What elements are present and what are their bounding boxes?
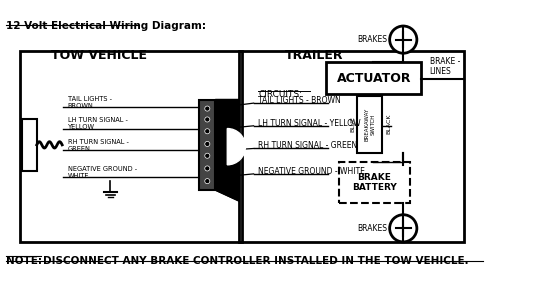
Text: BLUE: BLUE	[351, 116, 356, 132]
Circle shape	[205, 106, 210, 111]
Circle shape	[205, 117, 210, 122]
Text: BRAKES: BRAKES	[357, 224, 387, 233]
Text: TOW VEHICLE: TOW VEHICLE	[51, 49, 147, 62]
Text: LH TURN SIGNAL - YELLOW: LH TURN SIGNAL - YELLOW	[258, 119, 361, 128]
Bar	[199, 100, 215, 190]
Circle shape	[205, 153, 210, 158]
Text: TRAILER: TRAILER	[285, 49, 344, 62]
Text: 12 Volt Electrical Wiring Diagram:: 12 Volt Electrical Wiring Diagram:	[6, 22, 206, 32]
Bar	[239, 51, 464, 242]
Text: DISCONNECT ANY BRAKE CONTROLLER INSTALLED IN THE TOW VEHICLE.: DISCONNECT ANY BRAKE CONTROLLER INSTALLE…	[43, 255, 469, 265]
Circle shape	[205, 129, 210, 134]
Circle shape	[205, 141, 210, 146]
Wedge shape	[227, 129, 245, 165]
Circle shape	[390, 215, 417, 242]
Polygon shape	[215, 100, 239, 201]
Text: BRAKES: BRAKES	[357, 35, 387, 44]
Text: CIRCUITS:: CIRCUITS:	[258, 90, 302, 99]
Bar	[19, 51, 242, 242]
Text: BRAKE
BATTERY: BRAKE BATTERY	[352, 173, 397, 192]
Text: BLACK: BLACK	[386, 114, 391, 134]
Bar	[357, 96, 382, 153]
Text: ACTUATOR: ACTUATOR	[337, 72, 411, 85]
Text: RH TURN SIGNAL -
GREEN: RH TURN SIGNAL - GREEN	[68, 139, 129, 152]
Bar	[23, 119, 37, 171]
Circle shape	[390, 26, 417, 53]
Text: BREAKAWAY
SWITCH: BREAKAWAY SWITCH	[364, 108, 375, 141]
Bar	[339, 162, 410, 203]
Circle shape	[205, 166, 210, 171]
Text: NEGATIVE GROUND - WHITE: NEGATIVE GROUND - WHITE	[258, 167, 365, 176]
Text: NEGATIVE GROUND -
WHITE: NEGATIVE GROUND - WHITE	[68, 166, 137, 179]
Text: LH TURN SIGNAL -
YELLOW: LH TURN SIGNAL - YELLOW	[68, 117, 128, 131]
Text: NOTE:: NOTE:	[6, 255, 42, 265]
Bar	[326, 62, 421, 94]
Text: BRAKE -
LINES: BRAKE - LINES	[429, 57, 460, 76]
Text: TAIL LIGHTS -
BROWN: TAIL LIGHTS - BROWN	[68, 96, 111, 109]
Text: TAIL LIGHTS - BROWN: TAIL LIGHTS - BROWN	[258, 96, 341, 105]
Text: RH TURN SIGNAL - GREEN: RH TURN SIGNAL - GREEN	[258, 141, 358, 150]
Circle shape	[205, 179, 210, 184]
